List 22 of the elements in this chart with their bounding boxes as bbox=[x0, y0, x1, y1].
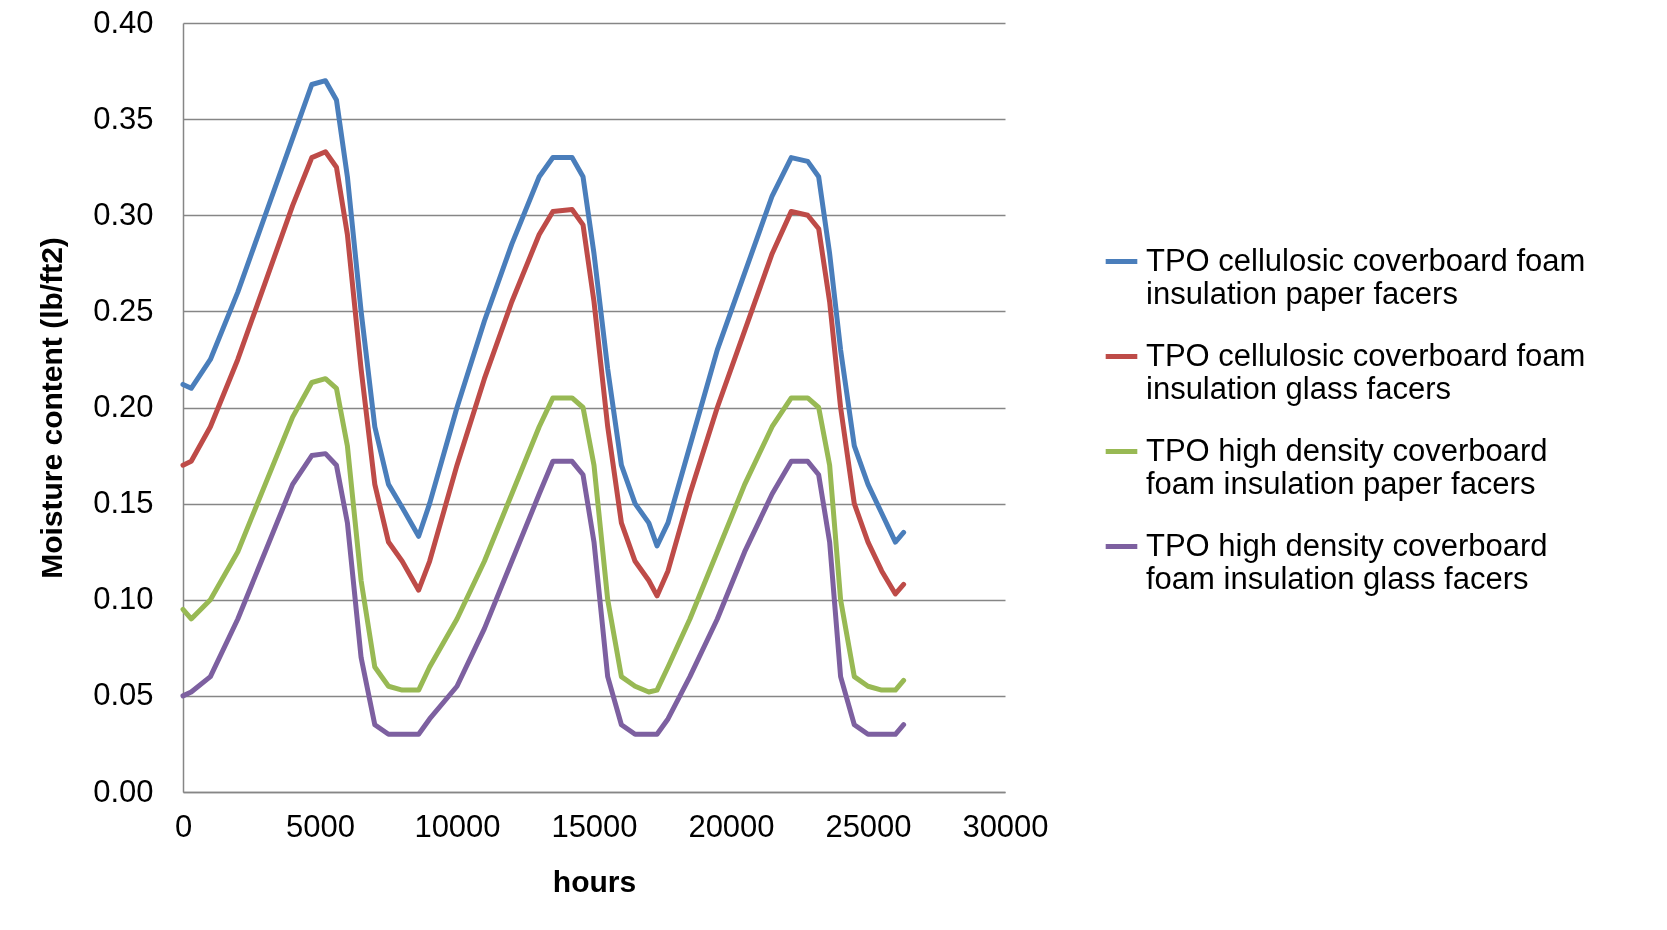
legend-label: TPO high density coverboard foam insulation paper facers bbox=[1146, 432, 1548, 501]
x-tick-label: 15000 bbox=[551, 808, 638, 844]
y-tick-label: 0.25 bbox=[93, 292, 154, 328]
legend-label: TPO cellulosic coverboard foam insulation glass facers bbox=[1146, 337, 1586, 406]
y-tick-label: 0.30 bbox=[93, 196, 154, 232]
y-tick-label: 0.15 bbox=[93, 485, 154, 521]
y-axis-title: Moisture content (lb/ft2) bbox=[35, 237, 69, 579]
y-tick-label: 0.00 bbox=[93, 773, 154, 809]
y-tick-label: 0.35 bbox=[93, 100, 154, 136]
legend-label: TPO cellulosic coverboard foam insulation paper facers bbox=[1146, 242, 1586, 311]
x-tick-label: 10000 bbox=[414, 808, 501, 844]
x-tick-label: 5000 bbox=[286, 808, 355, 844]
x-tick-label: 25000 bbox=[825, 808, 912, 844]
y-tick-label: 0.10 bbox=[93, 581, 154, 617]
x-tick-label: 30000 bbox=[962, 808, 1049, 844]
x-tick-label: 0 bbox=[174, 808, 193, 844]
y-tick-label: 0.05 bbox=[93, 677, 154, 713]
y-tick-label: 0.20 bbox=[93, 389, 154, 424]
x-axis-title: hours bbox=[552, 864, 637, 898]
y-tick-label: 0.40 bbox=[93, 4, 154, 40]
legend-label: TPO high density coverboard foam insulation glass facers bbox=[1146, 527, 1548, 596]
x-tick-label: 20000 bbox=[688, 808, 775, 844]
